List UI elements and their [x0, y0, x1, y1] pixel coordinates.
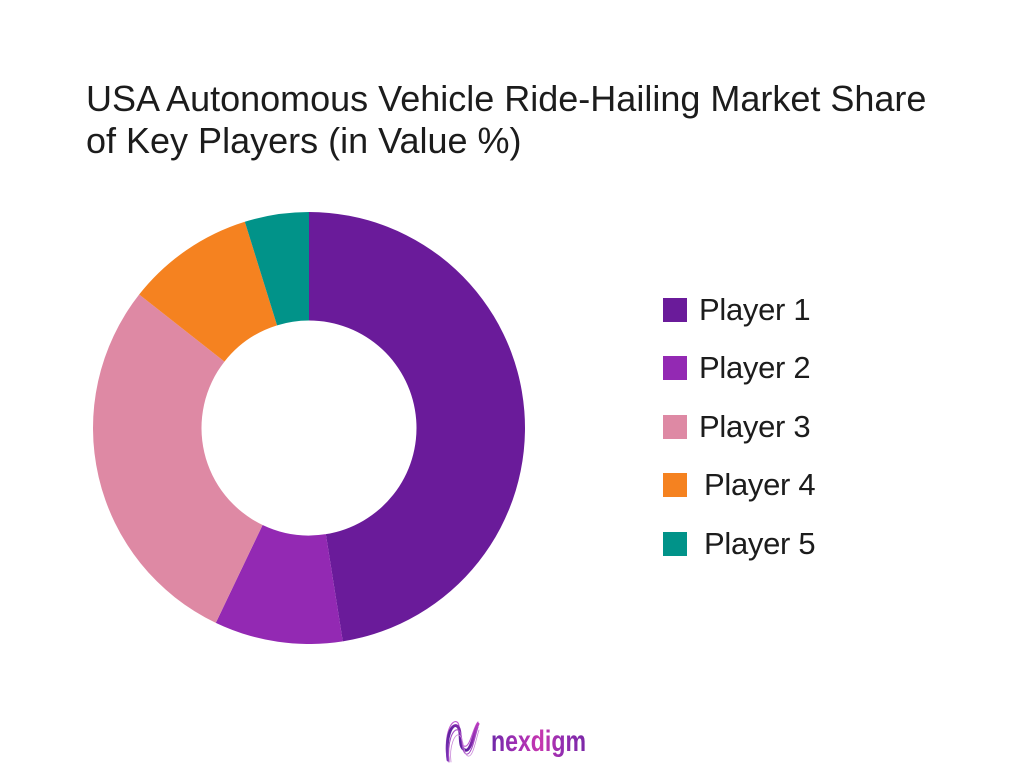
legend-swatch-player-5	[663, 531, 687, 556]
legend-swatch-player-2	[663, 356, 687, 381]
legend-label-player-5: Player 5	[704, 525, 816, 561]
legend-item-player-5: Player 5	[663, 526, 816, 561]
legend-item-player-4: Player 4	[663, 467, 816, 502]
legend-item-player-1: Player 1	[663, 292, 815, 327]
legend-item-player-3: Player 3	[663, 409, 815, 444]
legend-item-player-2: Player 2	[663, 350, 815, 385]
chart-title: USA Autonomous Vehicle Ride-Hailing Mark…	[86, 78, 927, 161]
legend-swatch-player-3	[663, 414, 687, 439]
legend-label-player-1: Player 1	[699, 292, 811, 327]
donut-slice-player-1	[309, 212, 525, 642]
chart-legend: Player 1 Player 2 Player 3 Player 4 Play…	[663, 292, 816, 590]
donut-slice-player-5	[244, 212, 309, 326]
nexdigm-wave-icon	[445, 721, 480, 763]
donut-chart	[93, 212, 525, 644]
donut-slice-player-3	[93, 294, 263, 623]
legend-label-player-3: Player 3	[699, 408, 811, 444]
brand-wordmark: nexdigm	[491, 725, 586, 758]
legend-label-player-2: Player 2	[699, 350, 811, 386]
donut-slice-player-2	[215, 524, 343, 644]
legend-swatch-player-1	[663, 298, 687, 322]
donut-slice-player-4	[139, 221, 278, 362]
legend-swatch-player-4	[663, 473, 687, 498]
legend-label-player-4: Player 4	[704, 467, 816, 503]
brand-logo: nexdigm	[445, 721, 586, 763]
